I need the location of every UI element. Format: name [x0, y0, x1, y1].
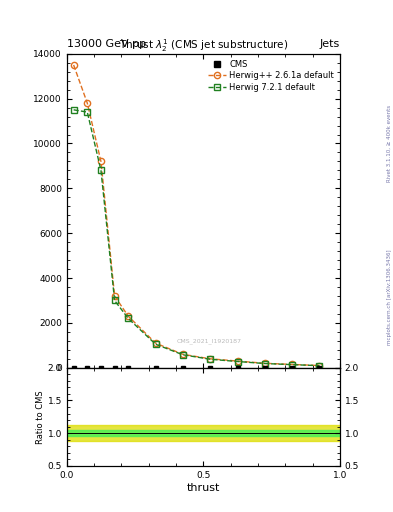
- Text: Rivet 3.1.10, ≥ 400k events: Rivet 3.1.10, ≥ 400k events: [387, 105, 392, 182]
- Y-axis label: Ratio to CMS: Ratio to CMS: [36, 390, 45, 444]
- Text: Jets: Jets: [320, 38, 340, 49]
- Legend: CMS, Herwig++ 2.6.1a default, Herwig 7.2.1 default: CMS, Herwig++ 2.6.1a default, Herwig 7.2…: [206, 58, 336, 93]
- Text: 13000 GeV pp: 13000 GeV pp: [67, 38, 146, 49]
- Text: CMS_2021_I1920187: CMS_2021_I1920187: [176, 338, 241, 345]
- Title: Thrust $\lambda_2^1$ (CMS jet substructure): Thrust $\lambda_2^1$ (CMS jet substructu…: [119, 37, 288, 54]
- X-axis label: thrust: thrust: [187, 482, 220, 493]
- Text: mcplots.cern.ch [arXiv:1306.3436]: mcplots.cern.ch [arXiv:1306.3436]: [387, 249, 392, 345]
